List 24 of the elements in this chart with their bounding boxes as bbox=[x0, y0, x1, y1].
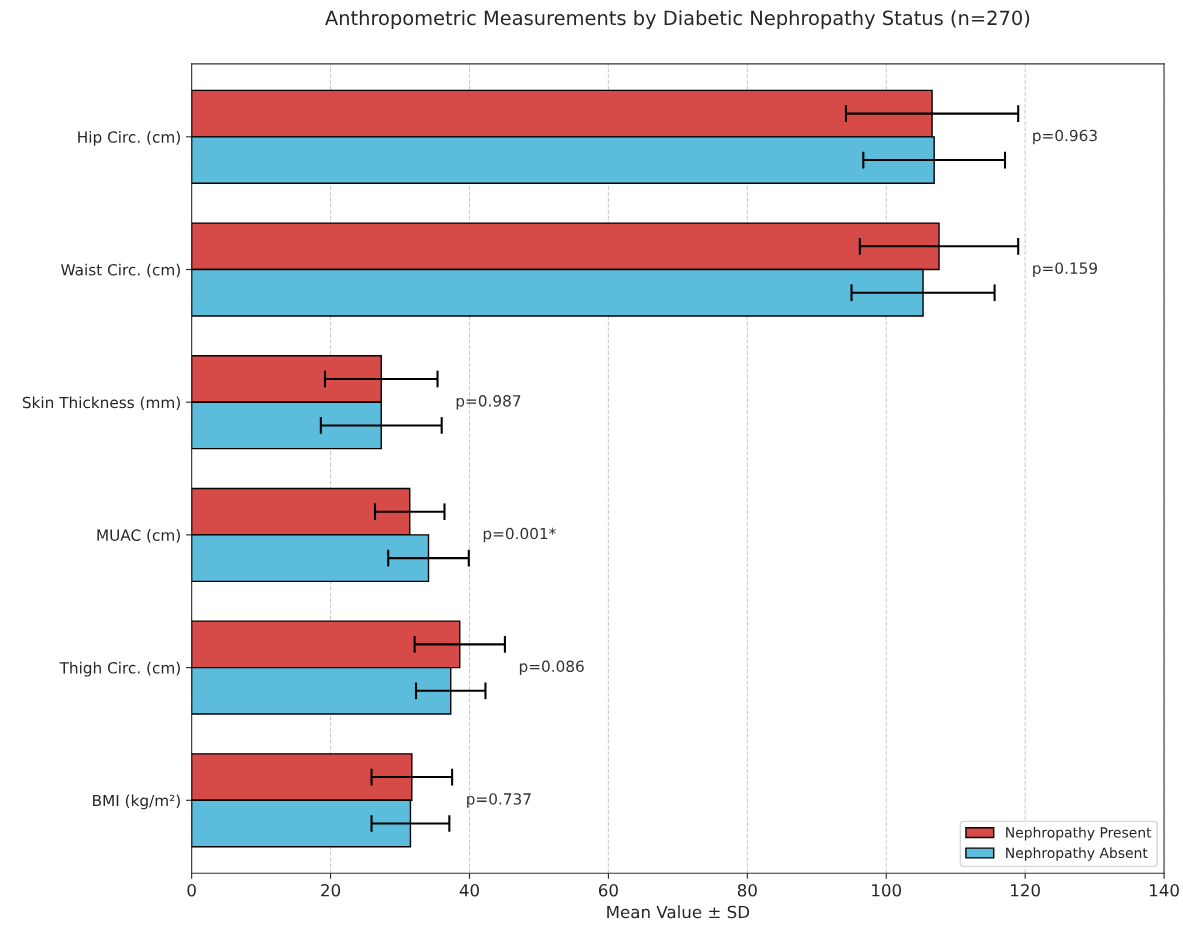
x-tick-label: 100 bbox=[872, 883, 902, 897]
y-tick-label: Thigh Circ. (cm) bbox=[59, 661, 180, 677]
y-tick-label: Waist Circ. (cm) bbox=[61, 263, 180, 278]
x-tick-label: 0 bbox=[187, 883, 196, 897]
y-tick-label: BMI (kg/m²) bbox=[93, 794, 180, 810]
annotation: p=0.086 bbox=[519, 660, 584, 675]
x-axis-title: Mean Value ± SD bbox=[607, 905, 750, 919]
x-tick-label: 60 bbox=[598, 883, 618, 897]
x-tick-label: 80 bbox=[737, 883, 757, 897]
x-tick-label: 140 bbox=[1150, 883, 1179, 897]
legend-label: Nephropathy Present bbox=[1006, 826, 1152, 841]
annotation: p=0.987 bbox=[456, 395, 521, 410]
y-tick-label: MUAC (cm) bbox=[97, 529, 180, 543]
y-tick-label: Hip Circ. (cm) bbox=[78, 131, 180, 146]
x-tick-label: 40 bbox=[459, 883, 479, 897]
y-tick-label: Skin Thickness (mm) bbox=[22, 396, 180, 411]
x-tick-label: 120 bbox=[1011, 883, 1040, 897]
annotation: p=0.963 bbox=[1033, 129, 1097, 145]
chart-title: Anthropometric Measurements by Diabetic Nephropathy Status (n=270) bbox=[325, 10, 1030, 30]
legend-label: Nephropathy Absent bbox=[1006, 847, 1148, 861]
annotation: p=0.159 bbox=[1033, 262, 1097, 277]
annotation: p=0.737 bbox=[467, 793, 531, 808]
annotation: p=0.001* bbox=[483, 527, 556, 543]
x-tick-label: 20 bbox=[321, 883, 341, 897]
